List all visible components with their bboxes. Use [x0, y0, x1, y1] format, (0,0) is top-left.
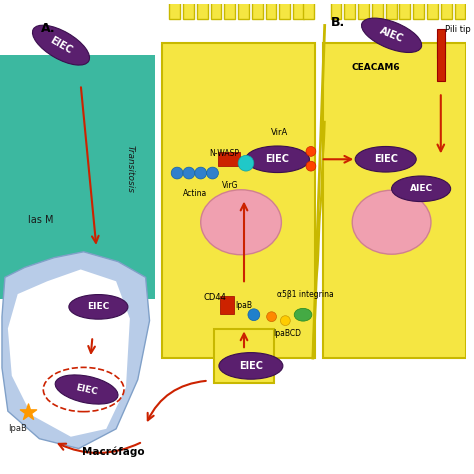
Text: Transitosis: Transitosis	[126, 145, 134, 193]
Bar	[224, 0, 235, 18]
Ellipse shape	[355, 146, 416, 172]
Ellipse shape	[352, 190, 431, 254]
Bar	[169, 0, 180, 18]
Bar	[372, 0, 383, 18]
Ellipse shape	[362, 18, 422, 53]
Text: las M: las M	[27, 215, 53, 225]
Ellipse shape	[69, 294, 128, 319]
Bar	[252, 0, 263, 18]
Text: B.: B.	[330, 16, 345, 28]
Bar	[219, 152, 240, 166]
Bar	[400, 0, 410, 18]
Bar	[345, 0, 355, 18]
Text: VirA: VirA	[271, 128, 288, 137]
Text: N-WASP: N-WASP	[210, 149, 239, 158]
Bar	[215, 328, 273, 383]
Bar	[183, 0, 194, 18]
Bar	[210, 0, 221, 18]
Text: AIEC: AIEC	[410, 184, 433, 193]
Bar	[437, 38, 445, 58]
Bar	[441, 0, 452, 18]
Bar	[427, 0, 438, 18]
Ellipse shape	[55, 375, 118, 404]
Bar	[280, 0, 290, 18]
Bar	[163, 43, 315, 358]
Bar	[293, 0, 304, 18]
Bar	[197, 0, 208, 18]
Text: AIEC: AIEC	[378, 26, 405, 45]
Bar	[238, 0, 249, 18]
Circle shape	[171, 167, 183, 179]
Bar	[455, 0, 465, 18]
Text: IpaBCD: IpaBCD	[273, 328, 301, 337]
Text: Pili tip: Pili tip	[445, 25, 471, 34]
Bar	[358, 0, 369, 18]
Text: VirG: VirG	[222, 181, 238, 190]
Text: EIEC: EIEC	[75, 383, 99, 396]
Ellipse shape	[32, 25, 90, 65]
Circle shape	[267, 312, 276, 322]
Circle shape	[306, 161, 316, 171]
Bar	[323, 43, 466, 358]
Text: EIEC: EIEC	[48, 35, 74, 55]
FancyArrowPatch shape	[147, 381, 206, 420]
Ellipse shape	[294, 308, 312, 321]
Text: A.: A.	[41, 21, 56, 35]
Ellipse shape	[392, 176, 451, 201]
Text: CEACAM6: CEACAM6	[352, 63, 400, 72]
Ellipse shape	[246, 146, 310, 173]
Bar	[437, 29, 445, 81]
Bar	[265, 0, 276, 18]
Circle shape	[238, 155, 254, 171]
Text: EIEC: EIEC	[239, 361, 263, 371]
Polygon shape	[8, 270, 130, 437]
Bar	[413, 0, 424, 18]
Polygon shape	[2, 252, 150, 448]
Text: Macrófago: Macrófago	[82, 446, 145, 457]
Circle shape	[248, 309, 260, 320]
Text: EIEC: EIEC	[374, 154, 398, 164]
Circle shape	[281, 316, 290, 326]
Bar	[0, 55, 155, 299]
Bar	[386, 0, 397, 18]
Text: IpaB: IpaB	[236, 301, 253, 310]
Text: α5β1 integrina: α5β1 integrina	[277, 290, 333, 299]
Circle shape	[306, 146, 316, 156]
FancyArrowPatch shape	[59, 443, 140, 453]
Circle shape	[195, 167, 207, 179]
Text: Actina: Actina	[182, 189, 207, 198]
Text: EIEC: EIEC	[265, 154, 290, 164]
Text: CD44: CD44	[203, 292, 226, 301]
Bar	[303, 0, 314, 18]
Bar	[330, 0, 341, 18]
Ellipse shape	[219, 353, 283, 379]
Circle shape	[183, 167, 195, 179]
Text: EIEC: EIEC	[87, 302, 109, 311]
Text: IpaB: IpaB	[8, 424, 27, 433]
Circle shape	[207, 167, 219, 179]
Ellipse shape	[201, 190, 282, 255]
Bar	[220, 296, 234, 314]
Point	[24, 408, 31, 416]
